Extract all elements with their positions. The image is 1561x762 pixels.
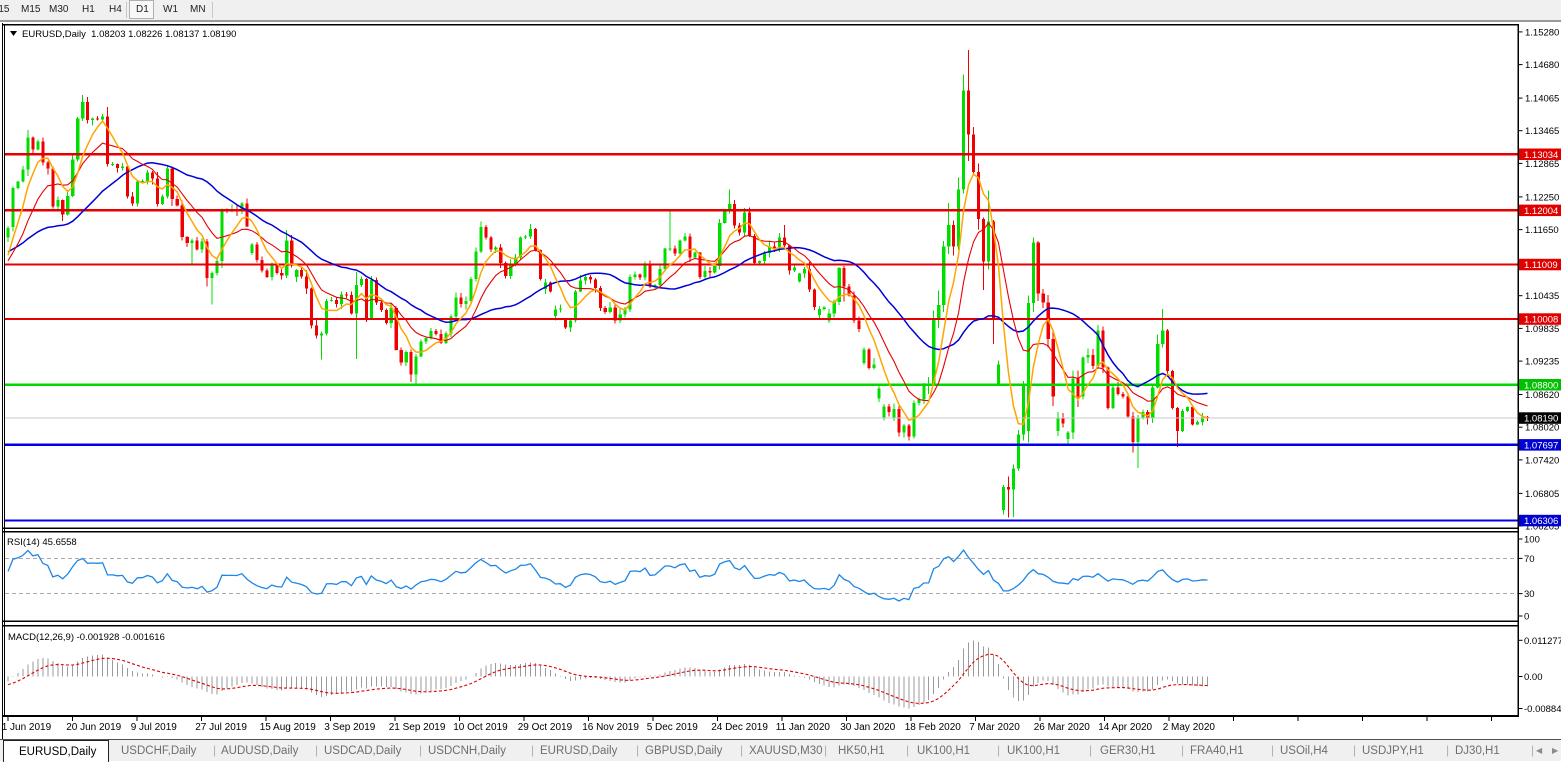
svg-text:14 Apr 2020: 14 Apr 2020: [1098, 722, 1152, 733]
svg-text:EURUSD,Daily 1.08203 1.08226: EURUSD,Daily 1.08203 1.08226 1.08137 1.0…: [22, 29, 236, 40]
svg-text:1.06805: 1.06805: [1525, 489, 1559, 500]
svg-text:1.15280: 1.15280: [1525, 27, 1559, 38]
svg-text:100: 100: [1524, 535, 1540, 546]
svg-text:3 Sep 2019: 3 Sep 2019: [324, 722, 376, 733]
svg-text:MACD(12,26,9) -0.001928 -0.001: MACD(12,26,9) -0.001928 -0.001616: [8, 632, 165, 643]
svg-text:30 Jan 2020: 30 Jan 2020: [840, 722, 895, 733]
svg-text:1.07697: 1.07697: [1524, 440, 1558, 451]
svg-text:2 May 2020: 2 May 2020: [1163, 722, 1216, 733]
svg-text:1.12250: 1.12250: [1525, 192, 1559, 203]
svg-text:1.08020: 1.08020: [1525, 423, 1559, 434]
svg-text:RSI(14) 45.6558: RSI(14) 45.6558: [7, 537, 77, 548]
svg-text:7 Mar 2020: 7 Mar 2020: [969, 722, 1020, 733]
svg-text:1.14065: 1.14065: [1525, 94, 1559, 105]
svg-text:0.00: 0.00: [1524, 672, 1543, 683]
svg-text:30: 30: [1524, 589, 1535, 600]
svg-text:11 Jan 2020: 11 Jan 2020: [776, 722, 831, 733]
svg-text:1.09835: 1.09835: [1525, 324, 1559, 335]
svg-text:1.08190: 1.08190: [1524, 414, 1558, 425]
svg-text:1.06205: 1.06205: [1525, 521, 1559, 532]
svg-text:70: 70: [1524, 554, 1535, 565]
svg-text:26 Mar 2020: 26 Mar 2020: [1034, 722, 1091, 733]
svg-text:-0.008845: -0.008845: [1524, 704, 1561, 715]
svg-text:1.13465: 1.13465: [1525, 126, 1559, 137]
svg-text:1.11009: 1.11009: [1524, 260, 1558, 271]
svg-text:0: 0: [1524, 612, 1529, 623]
svg-text:1.10435: 1.10435: [1525, 291, 1559, 302]
svg-text:1.12004: 1.12004: [1524, 206, 1558, 217]
svg-text:29 Oct 2019: 29 Oct 2019: [518, 722, 573, 733]
svg-text:5 Dec 2019: 5 Dec 2019: [647, 722, 699, 733]
svg-text:16 Nov 2019: 16 Nov 2019: [582, 722, 639, 733]
svg-text:20 Jun 2019: 20 Jun 2019: [66, 722, 121, 733]
svg-text:1.07420: 1.07420: [1525, 455, 1559, 466]
svg-text:10 Oct 2019: 10 Oct 2019: [453, 722, 508, 733]
svg-text:1.14680: 1.14680: [1525, 60, 1559, 71]
svg-text:1.12865: 1.12865: [1525, 159, 1559, 170]
svg-text:21 Sep 2019: 21 Sep 2019: [389, 722, 446, 733]
svg-text:1.08620: 1.08620: [1525, 390, 1559, 401]
svg-text:27 Jul 2019: 27 Jul 2019: [195, 722, 247, 733]
svg-text:1.13034: 1.13034: [1524, 150, 1558, 161]
svg-text:0.011277: 0.011277: [1524, 636, 1561, 647]
svg-text:9 Jul 2019: 9 Jul 2019: [131, 722, 178, 733]
svg-text:24 Dec 2019: 24 Dec 2019: [711, 722, 768, 733]
svg-text:1.09235: 1.09235: [1525, 357, 1559, 368]
svg-text:15 Aug 2019: 15 Aug 2019: [260, 722, 317, 733]
svg-text:1.10008: 1.10008: [1524, 315, 1558, 326]
svg-text:1.06306: 1.06306: [1524, 516, 1558, 527]
svg-text:1.11650: 1.11650: [1525, 225, 1559, 236]
svg-text:1 Jun 2019: 1 Jun 2019: [2, 722, 52, 733]
svg-text:18 Feb 2020: 18 Feb 2020: [905, 722, 962, 733]
svg-text:1.08800: 1.08800: [1524, 380, 1558, 391]
